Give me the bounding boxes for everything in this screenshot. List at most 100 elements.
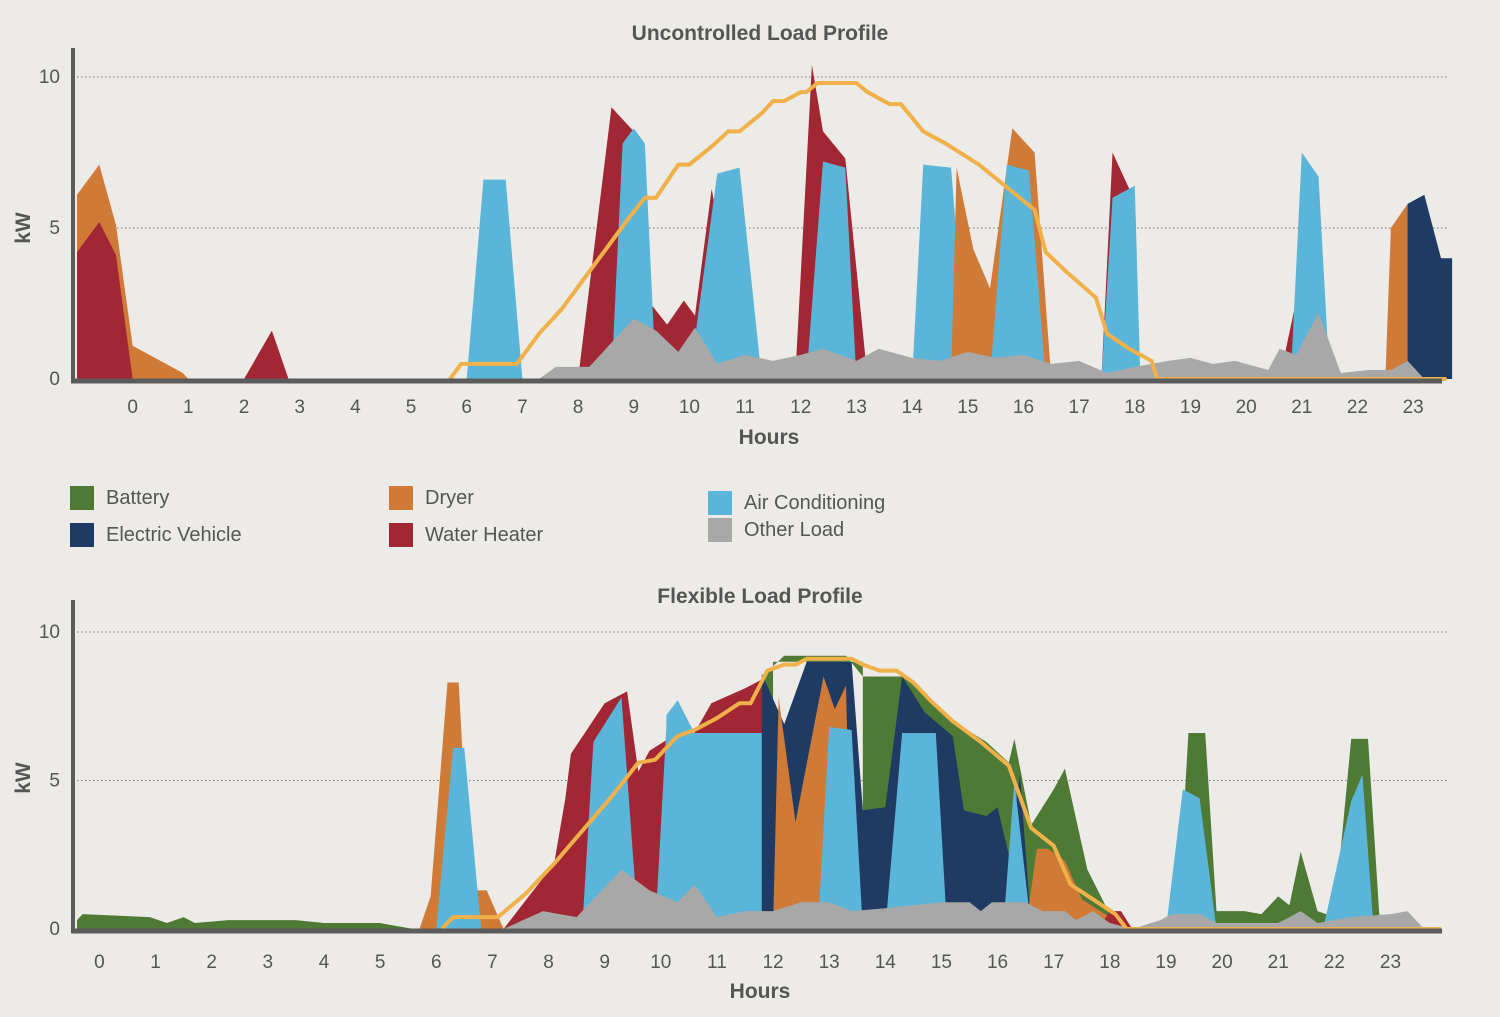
legend-item-other-load: Other Load (708, 518, 844, 542)
x-tick-label: 11 (707, 952, 727, 973)
legend-label: Air Conditioning (744, 491, 886, 514)
total-load-line (448, 81, 1447, 381)
x-tick-label: 0 (94, 952, 105, 973)
legend-label: Battery (106, 486, 170, 509)
legend-label: Water Heater (425, 523, 544, 546)
legend: Battery Electric Vehicle Dryer Water Hea… (70, 486, 970, 556)
other-load-swatch (708, 518, 732, 542)
x-tick-label: 18 (1099, 952, 1120, 973)
area-ac-15 (1165, 789, 1217, 929)
x-tick-label: 7 (517, 397, 528, 418)
x-tick-label: 22 (1347, 397, 1368, 418)
x-axis-label: Hours (739, 426, 800, 449)
y-ticks: 0 5 10 (39, 67, 60, 390)
x-tick-label: 9 (628, 397, 639, 418)
x-tick-label: 2 (206, 952, 217, 973)
x-tick-label: 17 (1069, 397, 1090, 418)
y-tick-label: 10 (39, 622, 60, 643)
legend-item-water-heater: Water Heater (389, 523, 543, 547)
area-ac-12 (1101, 185, 1141, 379)
x-tick-label: 20 (1212, 952, 1233, 973)
legend-item-electric-vehicle: Electric Vehicle (70, 523, 242, 547)
y-tick-label: 0 (49, 369, 60, 390)
axes (71, 600, 1442, 934)
total-load-line (440, 656, 1441, 931)
x-tick-label: 10 (650, 952, 671, 973)
area-other-17 (503, 869, 1425, 929)
area-ev-16 (1407, 194, 1453, 379)
battery-swatch (70, 486, 94, 510)
x-tick-label: 6 (461, 397, 472, 418)
y-axis-label: kW (12, 212, 35, 244)
x-tick-label: 22 (1324, 952, 1345, 973)
x-tick-label: 5 (406, 397, 417, 418)
axes (71, 48, 1442, 384)
area-ac-10 (885, 732, 948, 929)
total-load-polyline (448, 81, 1447, 381)
area-ac-4 (582, 697, 639, 929)
x-tick-label: 13 (846, 397, 867, 418)
chart-title: Flexible Load Profile (657, 585, 862, 608)
total-load-polyline (440, 656, 1441, 931)
x-tick-label: 14 (875, 952, 897, 973)
area-ac-4 (611, 128, 657, 379)
y-tick-label: 0 (49, 919, 60, 940)
x-tick-label: 7 (487, 952, 498, 973)
area-ac-2 (436, 747, 482, 929)
area-other-17 (539, 312, 1425, 379)
x-axis-label: Hours (730, 980, 791, 1003)
y-tick-label: 5 (49, 218, 60, 239)
x-tick-label: 18 (1124, 397, 1145, 418)
area-ac-2 (466, 179, 523, 379)
x-tick-label: 8 (573, 397, 584, 418)
x-ticks: 0 1 2 3 4 5 6 7 8 9 10 11 12 13 14 15 16 17 18 19 20 21 22 23 (94, 952, 1401, 973)
x-tick-label: 20 (1236, 397, 1257, 418)
legend-item-dryer: Dryer (389, 486, 474, 510)
area-battery-0 (77, 914, 414, 929)
x-tick-label: 9 (599, 952, 610, 973)
x-tick-label: 16 (1013, 397, 1034, 418)
area-ac-12 (1003, 780, 1032, 929)
x-tick-label: 11 (735, 397, 755, 418)
x-tick-label: 12 (762, 952, 783, 973)
x-tick-label: 12 (790, 397, 811, 418)
area-ac-5 (689, 167, 762, 379)
x-tick-label: 21 (1268, 952, 1289, 973)
x-tick-label: 6 (431, 952, 442, 973)
stacked-areas (77, 655, 1425, 929)
area-ac-10 (990, 164, 1046, 379)
x-tick-label: 21 (1291, 397, 1312, 418)
legend-label: Electric Vehicle (106, 523, 242, 546)
area-ac-9 (817, 727, 863, 929)
x-tick-label: 15 (931, 952, 952, 973)
x-tick-label: 3 (263, 952, 274, 973)
x-tick-label: 23 (1403, 397, 1424, 418)
legend-item-air-conditioning: Air Conditioning (708, 491, 885, 515)
grid-lines (77, 76, 1447, 229)
x-tick-label: 19 (1180, 397, 1201, 418)
area-ac-5 (655, 700, 774, 929)
x-tick-label: 4 (319, 952, 330, 973)
x-tick-label: 2 (239, 397, 250, 418)
uncontrolled-load-chart: Uncontrolled Load Profile kW Hours 0510 … (12, 22, 1453, 449)
dryer-swatch (389, 486, 413, 510)
x-tick-label: 13 (819, 952, 840, 973)
x-tick-label: 10 (679, 397, 700, 418)
x-tick-label: 0 (127, 397, 138, 418)
x-tick-label: 5 (375, 952, 386, 973)
y-tick-label: 5 (49, 771, 60, 792)
legend-item-battery: Battery (70, 486, 169, 510)
x-tick-label: 1 (183, 397, 194, 418)
stacked-areas (77, 64, 1453, 380)
x-tick-label: 15 (957, 397, 978, 418)
x-tick-label: 16 (987, 952, 1008, 973)
area-water-1 (77, 221, 300, 379)
y-ticks: 0 5 10 (39, 622, 60, 940)
chart-title: Uncontrolled Load Profile (632, 22, 889, 45)
legend-label: Other Load (744, 518, 845, 541)
x-tick-label: 17 (1043, 952, 1064, 973)
legend-label: Dryer (425, 486, 474, 509)
